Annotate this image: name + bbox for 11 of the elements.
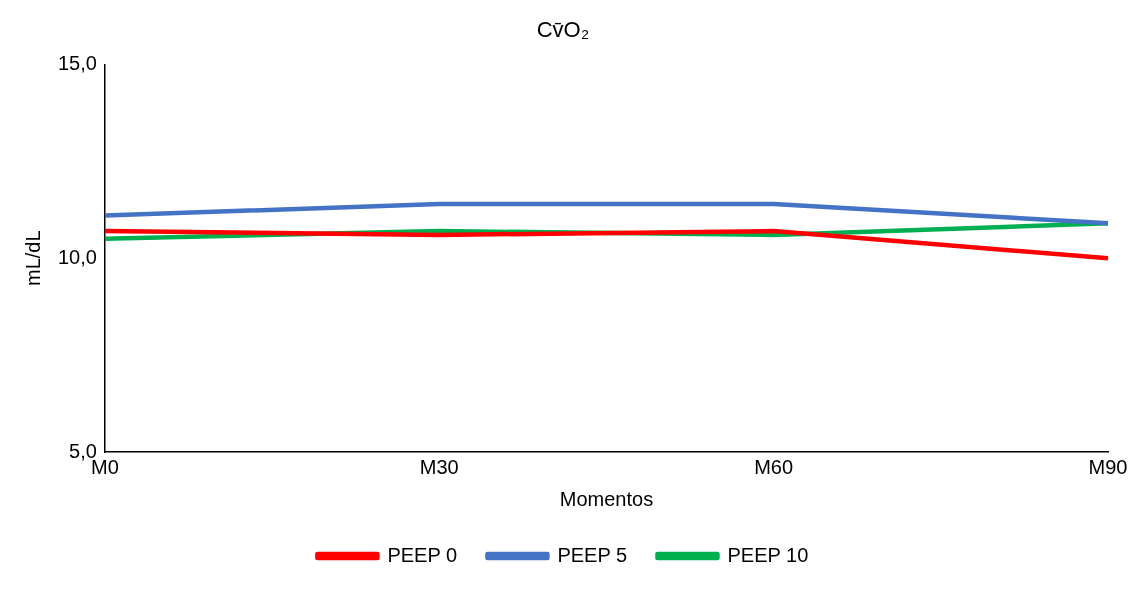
legend-label: PEEP 0 [387, 543, 458, 566]
x-tick-label: M30 [419, 455, 459, 478]
y-axis-title: mL/dL [21, 230, 44, 286]
x-axis-title: Momentos [559, 487, 654, 510]
chart-title: Cv̄O₂ [536, 17, 590, 43]
x-tick-label: M90 [1088, 455, 1128, 478]
legend-label: PEEP 5 [557, 543, 628, 566]
y-tick-label: 10,0 [57, 245, 97, 268]
x-tick-label: M60 [754, 455, 794, 478]
legend-label: PEEP 10 [727, 543, 809, 566]
y-tick-label: 15,0 [57, 51, 97, 74]
